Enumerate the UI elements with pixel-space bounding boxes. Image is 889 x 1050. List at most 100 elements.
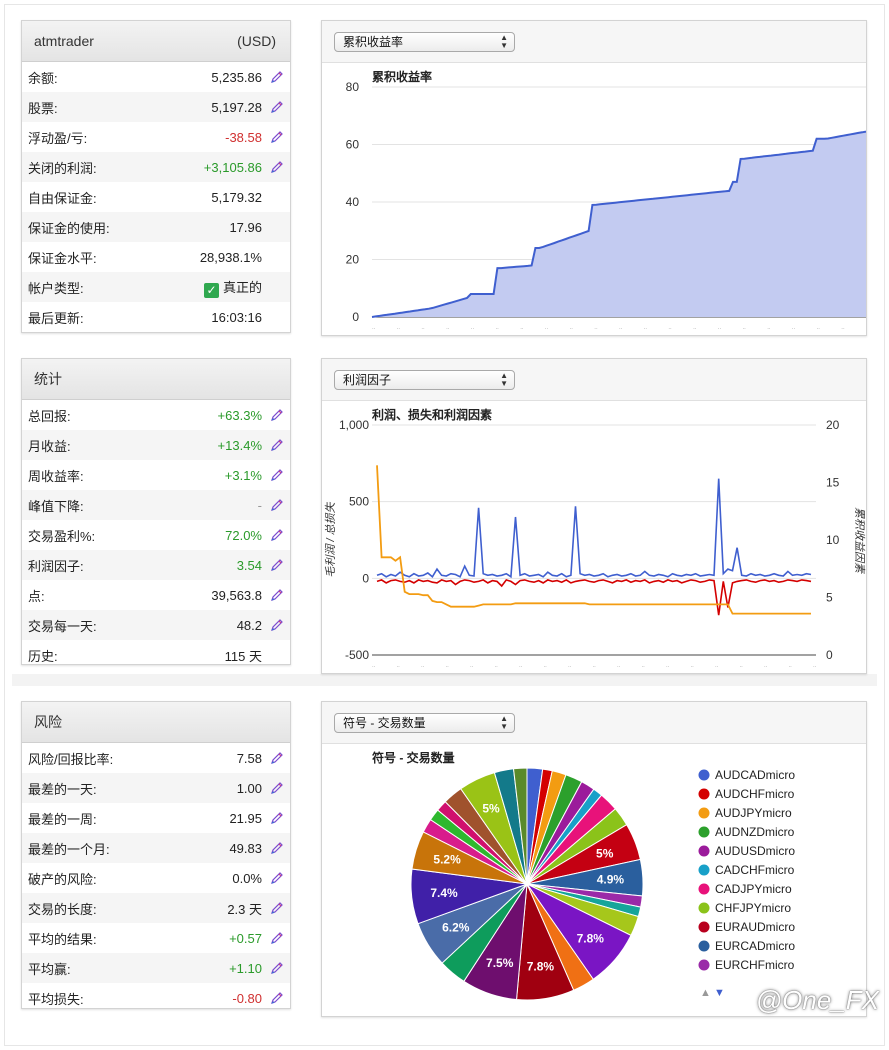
risk-row: 平均的结果: +0.57 [22, 923, 290, 953]
legend-entry[interactable]: EURAUDmicro [715, 920, 795, 934]
legend-entry[interactable]: AUDCADmicro [715, 768, 795, 782]
edit-pencil-icon[interactable] [262, 438, 284, 452]
legend-next-arrow-icon[interactable]: ▼ [714, 987, 725, 999]
legend-entry[interactable]: AUDNZDmicro [715, 825, 795, 839]
legend-entry[interactable]: AUDCHFmicro [715, 787, 795, 801]
legend-entry[interactable]: CHFJPYmicro [715, 901, 791, 915]
account-row: 股票: 5,197.28 [22, 92, 290, 122]
edit-pencil-icon[interactable] [262, 70, 284, 84]
edit-pencil-icon[interactable] [262, 871, 284, 885]
risk-row-label: 风险/回报比率: [28, 751, 114, 767]
loss-series-line [376, 578, 812, 616]
legend-entry[interactable]: EURCHFmicro [715, 958, 795, 972]
symbol-pie-select[interactable]: 符号 - 交易数量 ▲ ▼ [334, 712, 515, 733]
x-tick-label: .. [421, 663, 425, 669]
edit-pencil-icon[interactable] [262, 160, 284, 174]
symbol-pie-select-label: 符号 - 交易数量 [343, 716, 426, 730]
x-tick-label: .. [397, 663, 401, 669]
x-tick-label: .. [593, 663, 597, 669]
stats-row: 利润因子: 3.54 [22, 550, 290, 580]
x-tick-label: .. [743, 325, 747, 331]
pie-slice-label: 7.8% [577, 932, 605, 946]
risk-row: 最差的一个月: 49.83 [22, 833, 290, 863]
x-tick-label: .. [740, 663, 744, 669]
account-row-value: 5,179.32 [211, 189, 262, 205]
edit-pencil-icon[interactable] [262, 991, 284, 1005]
edit-pencil-icon[interactable] [262, 961, 284, 975]
x-tick-label: .. [471, 325, 475, 331]
edit-pencil-icon[interactable] [262, 618, 284, 632]
select-arrows-icon: ▲ ▼ [500, 32, 508, 50]
growth-chart-toolbar: 累积收益率 ▲ ▼ [322, 21, 866, 63]
legend-swatch [698, 807, 710, 819]
y2-tick-label: 10 [826, 533, 840, 547]
x-tick-label: .. [817, 325, 821, 331]
edit-pencil-icon[interactable] [262, 931, 284, 945]
stats-title: 统计 [34, 371, 62, 387]
x-tick-label: .. [666, 663, 670, 669]
account-row: 关闭的利润: +3,105.86 [22, 152, 290, 182]
account-row-label: 股票: [28, 100, 58, 116]
y-tick-label: 40 [346, 195, 360, 209]
profit-factor-select-label: 利润因子 [343, 373, 392, 387]
risk-header: 风险 [22, 702, 290, 743]
edit-pencil-icon[interactable] [262, 811, 284, 825]
x-tick-label: .. [544, 663, 548, 669]
edit-pencil-icon[interactable] [262, 558, 284, 572]
risk-row: 破产的风险: 0.0% [22, 863, 290, 893]
account-row-label: 自由保证金: [28, 190, 97, 206]
profit-series-line [376, 478, 812, 579]
edit-pencil-icon[interactable] [262, 901, 284, 915]
risk-row-label: 最差的一个月: [28, 841, 110, 857]
profit-factor-chart: 利润、损失和利润因素 -500 0 500 1,000 0 5 10 15 20 毛利润 / 总损失… [324, 407, 866, 669]
x-tick-label: .. [644, 325, 648, 331]
stats-row: 点: 39,563.8 [22, 580, 290, 610]
stats-row-label: 交易每一天: [28, 618, 97, 634]
pie-slice-label: 5.2% [433, 853, 461, 867]
edit-pencil-icon[interactable] [262, 130, 284, 144]
pie-slice-label: 5% [482, 802, 500, 816]
edit-pencil-icon[interactable] [262, 408, 284, 422]
edit-pencil-icon[interactable] [262, 468, 284, 482]
profit-factor-select[interactable]: 利润因子 ▲ ▼ [334, 369, 515, 390]
edit-pencil-icon[interactable] [262, 588, 284, 602]
edit-pencil-icon[interactable] [262, 100, 284, 114]
risk-row-value: 49.83 [229, 840, 262, 856]
legend-entry[interactable]: AUDUSDmicro [715, 844, 795, 858]
risk-row-value: 7.58 [236, 750, 262, 766]
x-tick-label: .. [372, 663, 376, 669]
edit-pencil-icon[interactable] [262, 751, 284, 765]
legend-entry[interactable]: CADCHFmicro [715, 863, 795, 877]
legend-entry[interactable]: EURCADmicro [715, 939, 795, 953]
edit-pencil-icon[interactable] [262, 781, 284, 795]
edit-pencil-icon[interactable] [262, 528, 284, 542]
account-name: atmtrader [34, 33, 94, 49]
account-row-value: -38.58 [225, 129, 262, 145]
pie-slice [512, 767, 528, 885]
x-tick-label: .. [421, 325, 425, 331]
x-tick-label: .. [767, 325, 771, 331]
account-row-label: 保证金水平: [28, 250, 97, 266]
account-row-value: +3,105.86 [203, 159, 262, 175]
risk-row-value: 21.95 [229, 810, 262, 826]
account-row-label: 最后更新: [28, 310, 84, 326]
x-tick-label: .. [619, 325, 623, 331]
risk-row-label: 破产的风险: [28, 871, 97, 887]
edit-pencil-icon[interactable] [262, 498, 284, 512]
stats-row-value: +63.3% [217, 407, 262, 423]
legend-entry[interactable]: AUDJPYmicro [715, 806, 792, 820]
legend-swatch [698, 902, 710, 914]
pie-slice-label: 7.4% [430, 886, 458, 900]
account-row: 浮动盈/亏: -38.58 [22, 122, 290, 152]
legend-prev-arrow-icon[interactable]: ▲ [700, 987, 711, 999]
edit-pencil-icon[interactable] [262, 841, 284, 855]
x-tick-label: .. [691, 663, 695, 669]
legend-swatch [698, 826, 710, 838]
legend-entry[interactable]: CADJPYmicro [715, 882, 792, 896]
legend-swatch [698, 864, 710, 876]
stats-row-value: 48.2 [236, 617, 262, 633]
stats-rows: 总回报: +63.3% 月收益: +13.4% 周收益率: +3.1% 峰值下降: - 交易盈利… [22, 400, 290, 670]
growth-chart-select[interactable]: 累积收益率 ▲ ▼ [334, 31, 515, 52]
stats-row-label: 点: [28, 588, 45, 604]
x-tick-label: .. [668, 325, 672, 331]
